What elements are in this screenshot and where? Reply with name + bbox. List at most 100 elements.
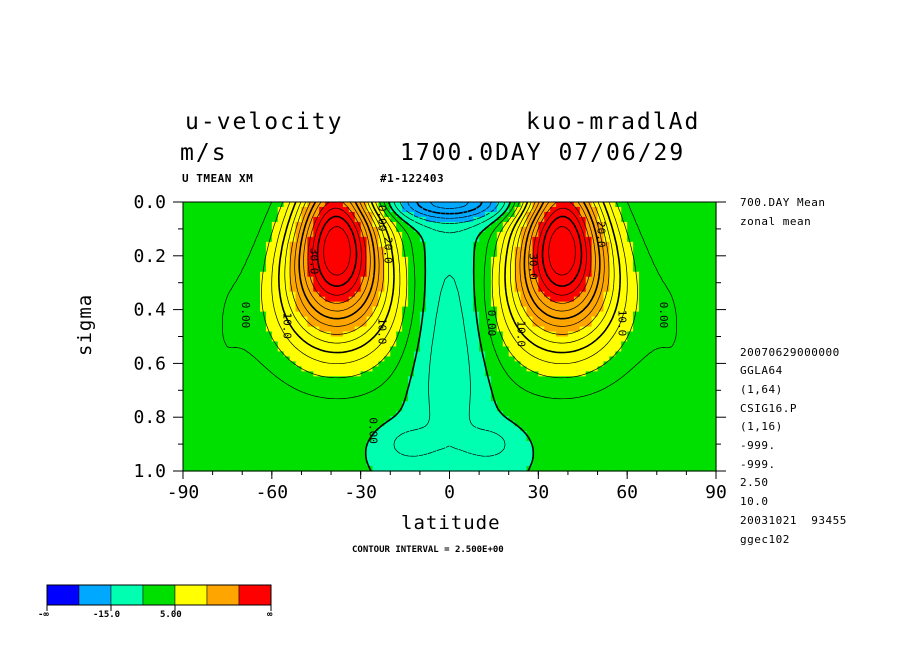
field-cell — [496, 276, 504, 283]
field-cell — [455, 241, 462, 248]
field-cell — [259, 296, 267, 303]
field-cell — [550, 461, 557, 467]
field-cell — [579, 336, 587, 343]
field-cell — [662, 286, 670, 293]
field-cell — [248, 286, 255, 293]
field-cell — [526, 341, 534, 348]
field-cell — [372, 296, 380, 303]
field-cell — [242, 411, 249, 417]
field-cell — [656, 431, 664, 437]
field-cell — [224, 236, 231, 243]
field-cell — [449, 236, 457, 243]
field-cell — [639, 276, 646, 283]
field-cell — [200, 296, 208, 303]
field-cell — [556, 291, 563, 298]
field-cell — [301, 461, 308, 467]
field-cell — [283, 241, 291, 248]
field-cell — [603, 291, 610, 298]
side-info-line: -999. — [740, 439, 776, 452]
field-cell — [538, 361, 545, 367]
field-cell — [680, 401, 687, 407]
field-cell — [532, 431, 539, 437]
field-cell — [496, 436, 504, 442]
field-cell — [603, 306, 610, 313]
field-cell — [449, 321, 457, 328]
field-cell — [455, 386, 462, 392]
field-cell — [692, 356, 699, 363]
field-cell — [639, 231, 646, 238]
field-cell — [603, 356, 610, 363]
field-cell — [271, 221, 279, 228]
field-cell — [579, 451, 587, 457]
field-cell — [615, 376, 622, 382]
field-cell — [579, 466, 587, 472]
field-cell — [206, 386, 214, 392]
field-cell — [567, 391, 575, 397]
field-cell — [200, 336, 208, 343]
field-cell — [662, 261, 670, 268]
field-cell — [402, 261, 409, 268]
field-cell — [668, 202, 676, 208]
field-cell — [354, 386, 362, 392]
field-cell — [508, 451, 516, 457]
field-cell — [283, 391, 291, 397]
field-cell — [242, 431, 249, 437]
field-cell — [354, 416, 362, 422]
field-cell — [627, 311, 634, 318]
field-cell — [319, 406, 326, 412]
field-cell — [627, 256, 634, 263]
field-cell — [455, 391, 462, 397]
field-cell — [538, 411, 545, 417]
field-cell — [354, 426, 362, 432]
field-cell — [200, 286, 208, 293]
field-cell — [206, 391, 214, 397]
field-cell — [550, 291, 557, 298]
field-cell — [490, 376, 498, 382]
field-cell — [668, 381, 676, 387]
field-cell — [603, 246, 610, 253]
field-cell — [396, 221, 403, 228]
field-cell — [520, 411, 528, 417]
field-cell — [325, 256, 332, 263]
field-cell — [591, 401, 599, 407]
field-cell — [425, 296, 433, 303]
field-cell — [449, 396, 457, 402]
field-cell — [248, 451, 255, 457]
field-cell — [242, 426, 249, 432]
field-cell — [556, 202, 563, 208]
field-cell — [467, 456, 474, 462]
field-cell — [224, 446, 231, 452]
x-tick-label: 60 — [616, 482, 638, 503]
field-cell — [656, 231, 664, 238]
field-cell — [473, 276, 480, 283]
field-cell — [289, 386, 297, 392]
field-cell — [562, 341, 569, 348]
field-cell — [354, 226, 362, 233]
field-cell — [520, 466, 528, 472]
field-cell — [402, 456, 409, 462]
field-cell — [526, 246, 534, 253]
field-cell — [183, 361, 190, 367]
field-cell — [597, 351, 605, 358]
field-cell — [490, 451, 498, 457]
field-cell — [277, 261, 285, 268]
field-cell — [485, 221, 492, 228]
field-cell — [597, 266, 605, 273]
field-cell — [384, 401, 391, 407]
field-cell — [254, 361, 261, 367]
field-cell — [692, 456, 699, 462]
field-cell — [277, 336, 285, 343]
field-cell — [242, 231, 249, 238]
field-cell — [485, 446, 492, 452]
field-cell — [254, 251, 261, 258]
field-cell — [656, 436, 664, 442]
field-cell — [686, 236, 693, 243]
field-cell — [597, 416, 605, 422]
field-cell — [544, 291, 551, 298]
field-cell — [473, 221, 480, 228]
field-cell — [633, 276, 640, 283]
field-cell — [502, 351, 510, 358]
field-cell — [283, 296, 291, 303]
field-cell — [538, 261, 545, 268]
field-cell — [396, 381, 403, 387]
